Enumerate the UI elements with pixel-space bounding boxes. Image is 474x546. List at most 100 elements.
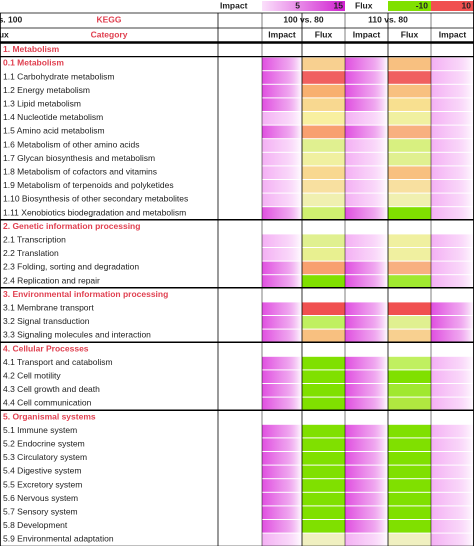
- impact-cell: [345, 356, 388, 370]
- flux-cell: [388, 152, 431, 166]
- impact-cell: [431, 84, 474, 98]
- impact-cell: [345, 180, 388, 193]
- impact-cell: [262, 452, 302, 465]
- flux-cell: [388, 57, 431, 71]
- impact-cell: [345, 193, 388, 207]
- impact-cell: [262, 57, 302, 71]
- impact-cell: [431, 152, 474, 166]
- impact-cell: [431, 465, 474, 479]
- impact-cell: [262, 71, 302, 84]
- flux-cell: [302, 152, 345, 166]
- row-label: 3.2 Signal transduction: [3, 316, 90, 326]
- impact-cell: [262, 424, 302, 438]
- row-label: 2.4 Replication and repair: [3, 275, 100, 285]
- impact-cell: [431, 316, 474, 329]
- impact-cell: [262, 112, 302, 125]
- flux-cell: [302, 384, 345, 397]
- flux-cell: [388, 465, 431, 479]
- section-title: 2. Genetic information processing: [3, 221, 140, 231]
- flux-cell: [388, 370, 431, 383]
- flux-cell: [302, 533, 345, 546]
- section-title: 3. Environmental information processing: [3, 289, 168, 299]
- impact-cell: [431, 207, 474, 220]
- impact-cell: [431, 275, 474, 288]
- impact-cell: [262, 207, 302, 220]
- flux-cell: [302, 98, 345, 111]
- impact-cell: [345, 248, 388, 261]
- impact-cell: [345, 125, 388, 139]
- comparison-header: 110 vs. 100: [0, 14, 22, 24]
- flux-cell: [388, 452, 431, 465]
- section-title: 1. Metabolism: [3, 44, 60, 54]
- row-label: 2.1 Transcription: [3, 234, 66, 244]
- row-label: 5.3 Circulatory system: [3, 452, 87, 462]
- flux-cell: [302, 261, 345, 275]
- impact-cell: [262, 152, 302, 166]
- flux-cell: [302, 275, 345, 288]
- row-label: 5.4 Digestive system: [3, 466, 81, 476]
- flux-cell: [302, 424, 345, 438]
- flux-cell: [302, 370, 345, 383]
- impact-cell: [345, 152, 388, 166]
- flux-cell: [388, 275, 431, 288]
- flux-cell: [388, 329, 431, 343]
- column-header: Impact: [353, 29, 381, 39]
- flux-cell: [302, 139, 345, 152]
- row-label: 5.9 Environmental adaptation: [3, 534, 114, 544]
- section-title: 5. Organismal systems: [3, 411, 96, 421]
- impact-cell: [345, 452, 388, 465]
- impact-cell: [262, 125, 302, 139]
- impact-cell: [262, 139, 302, 152]
- flux-cell: [388, 112, 431, 125]
- row-label: 5.1 Immune system: [3, 425, 77, 435]
- column-header: Flux: [315, 29, 333, 39]
- flux-cell: [388, 180, 431, 193]
- impact-cell: [431, 384, 474, 397]
- flux-cell: [388, 356, 431, 370]
- row-label: 5.8 Development: [3, 520, 68, 530]
- flux-cell: [302, 506, 345, 519]
- impact-cell: [345, 98, 388, 111]
- impact-cell: [262, 248, 302, 261]
- column-header: Flux: [401, 29, 419, 39]
- row-label: 4.3 Cell growth and death: [3, 384, 100, 394]
- impact-cell: [345, 370, 388, 383]
- impact-cell: [431, 370, 474, 383]
- flux-cell: [302, 180, 345, 193]
- impact-cell: [345, 57, 388, 71]
- impact-cell: [431, 98, 474, 111]
- impact-cell: [431, 261, 474, 275]
- impact-cell: [262, 492, 302, 506]
- impact-cell: [345, 424, 388, 438]
- row-label: 1.7 Glycan biosynthesis and metabolism: [3, 153, 155, 163]
- row-label: 1.10 Biosynthesis of other secondary met…: [3, 194, 188, 204]
- impact-cell: [431, 71, 474, 84]
- row-label: 5.6 Nervous system: [3, 493, 78, 503]
- impact-cell: [262, 275, 302, 288]
- flux-cell: [388, 84, 431, 98]
- impact-cell: [262, 506, 302, 519]
- flux-cell: [388, 302, 431, 315]
- impact-cell: [431, 329, 474, 343]
- flux-cell: [388, 139, 431, 152]
- flux-cell: [388, 533, 431, 546]
- legend-tick: -10: [416, 0, 429, 10]
- impact-cell: [345, 492, 388, 506]
- flux-cell: [388, 125, 431, 139]
- impact-cell: [431, 248, 474, 261]
- row-label: 2.3 Folding, sorting and degradation: [3, 262, 139, 272]
- impact-cell: [262, 180, 302, 193]
- flux-cell: [388, 166, 431, 179]
- flux-cell: [388, 506, 431, 519]
- flux-cell: [302, 57, 345, 71]
- impact-cell: [345, 384, 388, 397]
- impact-cell: [431, 112, 474, 125]
- impact-cell: [431, 520, 474, 533]
- legend-scale: [388, 1, 431, 11]
- flux-cell: [302, 397, 345, 411]
- impact-cell: [345, 479, 388, 492]
- impact-cell: [262, 520, 302, 533]
- impact-cell: [345, 438, 388, 451]
- column-header: Impact: [439, 29, 467, 39]
